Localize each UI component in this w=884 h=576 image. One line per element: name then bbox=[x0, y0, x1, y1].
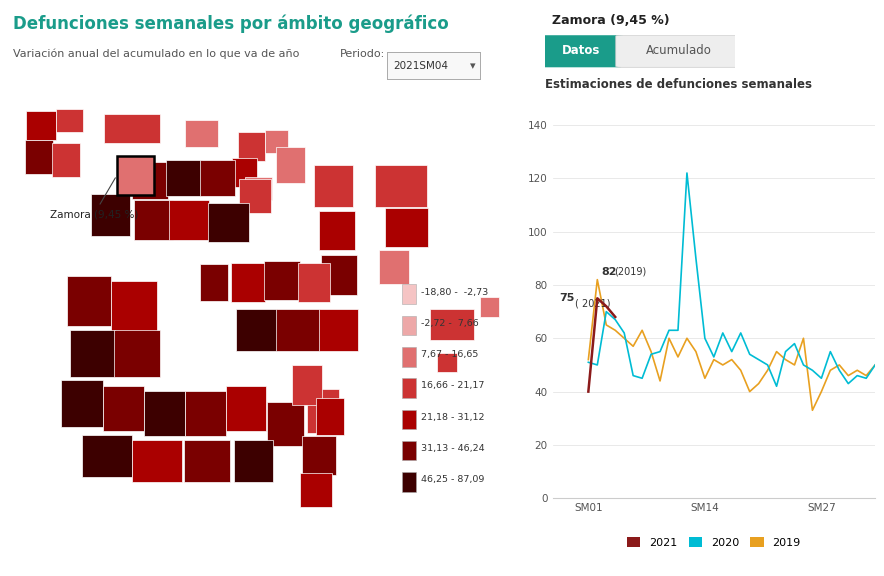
Text: 75: 75 bbox=[560, 293, 575, 304]
Bar bbox=[114, 330, 161, 377]
Bar bbox=[264, 260, 300, 300]
Bar bbox=[51, 143, 80, 177]
Bar bbox=[82, 435, 132, 476]
Legend: 2021, 2020, 2019: 2021, 2020, 2019 bbox=[627, 537, 801, 548]
Bar bbox=[185, 392, 225, 436]
Bar bbox=[430, 309, 475, 340]
Text: ( 2021): ( 2021) bbox=[575, 298, 611, 309]
Bar bbox=[245, 177, 272, 200]
Bar bbox=[437, 354, 456, 372]
Bar bbox=[300, 472, 332, 507]
Bar bbox=[267, 402, 304, 446]
Text: 82: 82 bbox=[602, 267, 617, 276]
Text: (2019): (2019) bbox=[614, 267, 646, 276]
Bar bbox=[238, 132, 265, 161]
Bar bbox=[402, 285, 416, 304]
Bar bbox=[402, 316, 416, 335]
Bar bbox=[200, 160, 235, 196]
Bar bbox=[319, 309, 359, 351]
FancyBboxPatch shape bbox=[540, 35, 623, 67]
Bar bbox=[316, 398, 344, 435]
Text: Zamora (9,45 %): Zamora (9,45 %) bbox=[50, 178, 138, 219]
Bar bbox=[231, 263, 265, 302]
Bar bbox=[376, 165, 427, 207]
Bar bbox=[276, 309, 320, 351]
Bar bbox=[402, 410, 416, 429]
Bar bbox=[67, 276, 111, 326]
Text: Defunciones semanales por ámbito geográfico: Defunciones semanales por ámbito geográf… bbox=[13, 14, 449, 33]
Bar bbox=[319, 211, 354, 250]
Text: -2,72 -  7,66: -2,72 - 7,66 bbox=[421, 319, 478, 328]
Bar bbox=[236, 309, 278, 351]
Bar bbox=[402, 441, 416, 460]
Bar bbox=[379, 250, 409, 284]
Bar bbox=[385, 208, 428, 248]
Bar bbox=[117, 156, 154, 195]
Bar bbox=[133, 200, 173, 240]
Bar bbox=[25, 140, 53, 174]
Bar bbox=[62, 380, 103, 427]
Bar bbox=[239, 179, 271, 213]
Bar bbox=[110, 282, 156, 331]
Bar bbox=[292, 365, 322, 404]
Bar bbox=[307, 389, 339, 433]
Bar bbox=[166, 160, 202, 196]
Text: Variación anual del acumulado en lo que va de año: Variación anual del acumulado en lo que … bbox=[13, 49, 300, 59]
Bar bbox=[480, 297, 499, 317]
Bar bbox=[302, 436, 336, 475]
Bar bbox=[143, 392, 185, 436]
Text: Estimaciones de defunciones semanales: Estimaciones de defunciones semanales bbox=[545, 78, 812, 91]
Text: Datos: Datos bbox=[562, 44, 601, 57]
Text: 2021SM04: 2021SM04 bbox=[393, 60, 449, 71]
Text: 7,67 - 16,65: 7,67 - 16,65 bbox=[421, 350, 478, 359]
Text: 21,18 - 31,12: 21,18 - 31,12 bbox=[421, 412, 484, 422]
Text: Periodo:: Periodo: bbox=[340, 49, 385, 59]
Bar bbox=[298, 263, 330, 302]
Bar bbox=[226, 386, 266, 431]
Bar bbox=[200, 264, 228, 301]
Bar bbox=[232, 158, 256, 187]
Bar bbox=[56, 109, 83, 132]
Bar bbox=[233, 440, 273, 482]
Bar bbox=[265, 130, 288, 153]
Text: -18,80 -  -2,73: -18,80 - -2,73 bbox=[421, 287, 488, 297]
Bar bbox=[277, 147, 305, 183]
Text: Zamora (9,45 %): Zamora (9,45 %) bbox=[552, 14, 670, 28]
Bar bbox=[402, 347, 416, 367]
Bar bbox=[208, 203, 248, 242]
Bar bbox=[184, 440, 230, 482]
Text: 31,13 - 46,24: 31,13 - 46,24 bbox=[421, 444, 484, 453]
Bar bbox=[91, 194, 130, 236]
Bar bbox=[71, 330, 115, 377]
Bar bbox=[132, 440, 182, 482]
Bar bbox=[402, 472, 416, 492]
Bar bbox=[186, 120, 217, 147]
Bar bbox=[314, 165, 353, 207]
Bar bbox=[26, 111, 56, 140]
Text: 46,25 - 87,09: 46,25 - 87,09 bbox=[421, 475, 484, 484]
Text: 16,66 - 21,17: 16,66 - 21,17 bbox=[421, 381, 484, 391]
Text: ▾: ▾ bbox=[469, 60, 476, 71]
Bar bbox=[117, 156, 154, 195]
Bar bbox=[402, 378, 416, 398]
Bar bbox=[104, 114, 160, 143]
FancyBboxPatch shape bbox=[616, 35, 741, 67]
Bar bbox=[170, 200, 209, 240]
Text: Acumulado: Acumulado bbox=[645, 44, 712, 57]
Bar bbox=[103, 386, 143, 431]
Bar bbox=[321, 255, 356, 294]
Bar bbox=[132, 162, 168, 199]
